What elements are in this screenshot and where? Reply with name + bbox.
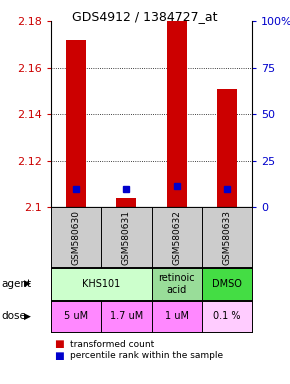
Text: percentile rank within the sample: percentile rank within the sample bbox=[70, 351, 223, 361]
Text: agent: agent bbox=[1, 279, 32, 289]
Text: ■: ■ bbox=[54, 351, 64, 361]
Text: dose: dose bbox=[1, 311, 26, 321]
Text: DMSO: DMSO bbox=[212, 279, 242, 289]
Text: KHS101: KHS101 bbox=[82, 279, 120, 289]
Text: 0.1 %: 0.1 % bbox=[213, 311, 241, 321]
Text: ■: ■ bbox=[54, 339, 64, 349]
Bar bbox=[167, 21, 187, 207]
Text: 1.7 uM: 1.7 uM bbox=[110, 311, 143, 321]
Text: GSM580631: GSM580631 bbox=[122, 210, 131, 265]
Text: 1 uM: 1 uM bbox=[165, 311, 189, 321]
Text: transformed count: transformed count bbox=[70, 340, 154, 349]
Bar bbox=[116, 198, 136, 207]
Text: ▶: ▶ bbox=[24, 279, 31, 288]
Text: GSM580630: GSM580630 bbox=[71, 210, 80, 265]
Text: GSM580632: GSM580632 bbox=[172, 210, 181, 265]
Bar bbox=[66, 40, 86, 207]
Text: ▶: ▶ bbox=[24, 312, 31, 321]
Text: GDS4912 / 1384727_at: GDS4912 / 1384727_at bbox=[72, 10, 218, 23]
Text: retinoic
acid: retinoic acid bbox=[158, 273, 195, 295]
Text: 5 uM: 5 uM bbox=[64, 311, 88, 321]
Text: GSM580633: GSM580633 bbox=[223, 210, 232, 265]
Bar bbox=[217, 89, 237, 207]
